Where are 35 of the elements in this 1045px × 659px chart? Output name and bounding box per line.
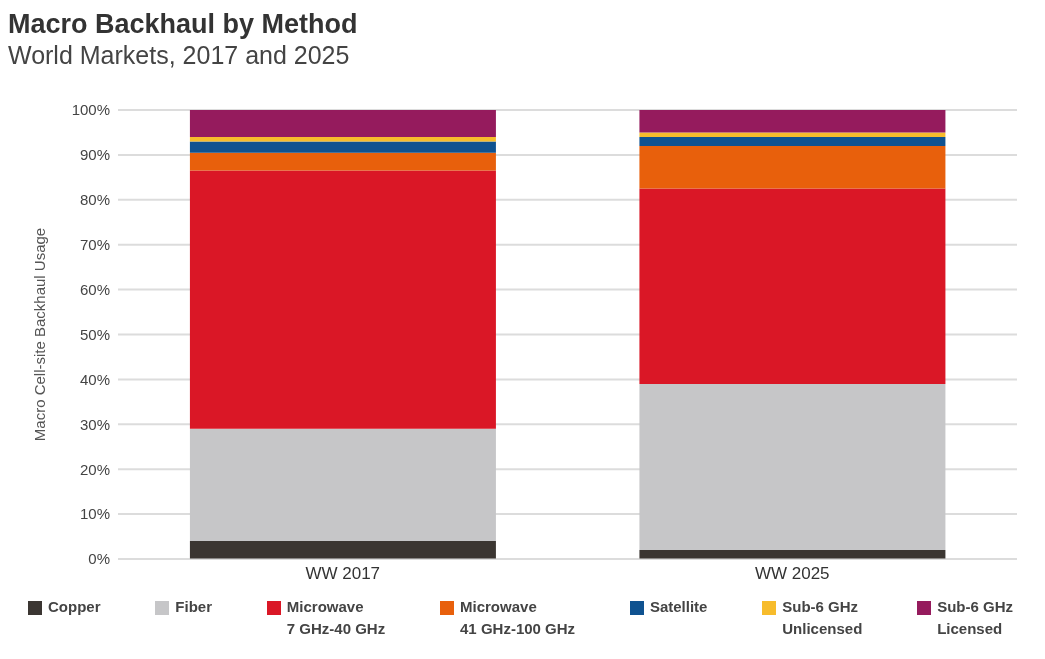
bar (189, 170, 496, 429)
chart-title: Macro Backhaul by Method (8, 8, 359, 40)
y-tick-label: 40% (79, 370, 110, 388)
y-tick-label: 60% (79, 280, 110, 298)
legend-label: Microwave 41 GHz-100 GHz (460, 597, 576, 639)
y-tick-label: 90% (79, 146, 110, 164)
y-tick-label: 100% (71, 101, 110, 119)
bar (639, 383, 946, 551)
legend-label: Copper (48, 597, 101, 617)
bar (189, 428, 496, 542)
y-tick-label: 80% (79, 191, 110, 209)
bar (639, 188, 946, 384)
bar (189, 541, 496, 559)
legend-label: Sub-6 GHz Licensed (937, 597, 1013, 639)
bar (639, 145, 946, 189)
chart-subtitle: World Markets, 2017 and 2025 (8, 40, 351, 70)
bar (639, 110, 946, 133)
legend-label: Satellite (649, 597, 708, 617)
bar (189, 141, 496, 153)
bar (189, 152, 496, 171)
x-tick-label: WW 2025 (754, 564, 830, 584)
bar (639, 136, 946, 146)
y-tick-label: 10% (79, 505, 110, 523)
bar (639, 132, 946, 137)
y-tick-label: 30% (79, 415, 110, 433)
y-tick-label: 70% (79, 236, 110, 254)
y-tick-label: 20% (79, 460, 110, 478)
y-tick-label: 50% (79, 325, 110, 343)
bar (189, 110, 496, 137)
y-axis-title: Macro Cell-site Backhaul Usage (31, 227, 49, 442)
legend-label: Sub-6 GHz Unlicensed (782, 597, 863, 639)
legend-label: Fiber (175, 597, 213, 617)
x-tick-label: WW 2017 (305, 564, 381, 584)
legend-label: Microwave 7 GHz-40 GHz (286, 597, 386, 639)
y-tick-label: 0% (88, 550, 110, 568)
